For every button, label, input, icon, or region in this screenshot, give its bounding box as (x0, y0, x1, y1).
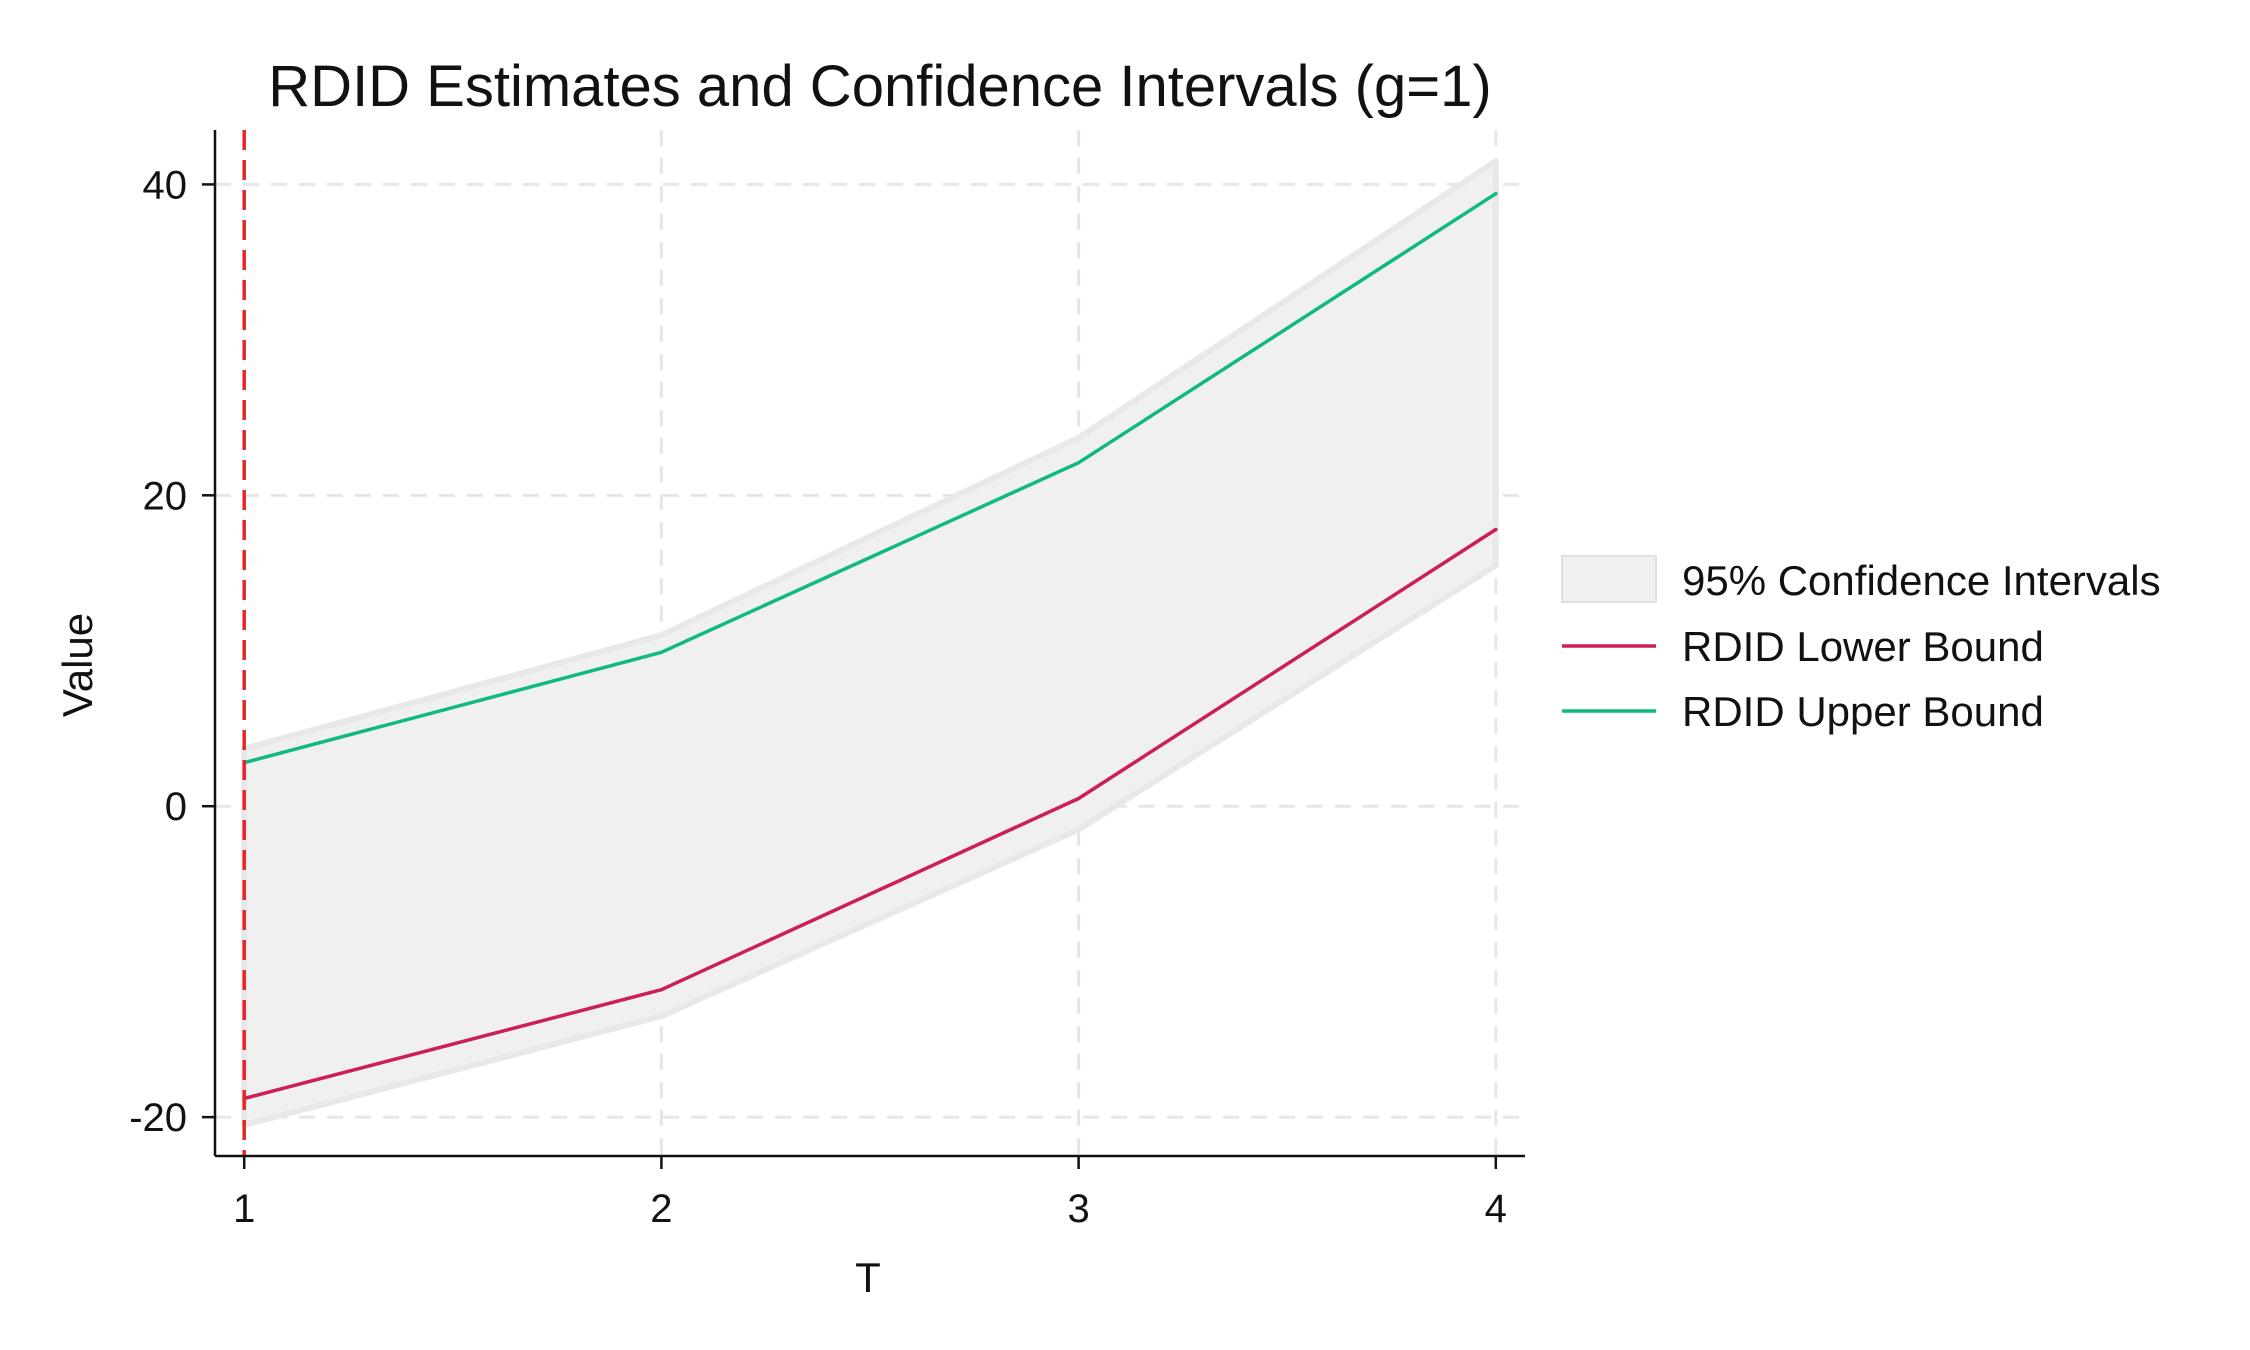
legend-label-band: 95% Confidence Intervals (1682, 557, 2161, 604)
data-point (1493, 527, 1498, 532)
y-tick-label: 20 (143, 474, 188, 518)
tick-labels: -20 0 20 40 1 2 3 4 (129, 163, 1507, 1231)
legend-label-lower: RDID Lower Bound (1682, 623, 2044, 670)
legend-label-upper: RDID Upper Bound (1682, 688, 2044, 735)
x-tick-label: 1 (233, 1187, 255, 1231)
y-axis-label: Value (54, 613, 101, 717)
y-tick-label: 40 (143, 163, 188, 207)
data-point (659, 987, 664, 992)
y-tick-label: -20 (129, 1096, 187, 1140)
data-point (1076, 460, 1081, 465)
data-point (659, 650, 664, 655)
legend-swatch-band (1561, 555, 1657, 603)
legend: 95% Confidence Intervals RDID Lower Boun… (1561, 555, 2161, 735)
y-tick-label: 0 (165, 785, 187, 829)
series-line-lower-bound (243, 528, 1497, 1101)
data-point (1076, 796, 1081, 801)
x-axis-label: T (855, 1254, 881, 1301)
x-tick-label: 4 (1485, 1187, 1507, 1231)
confidence-interval-band (241, 158, 1499, 1128)
chart-title: RDID Estimates and Confidence Intervals … (268, 54, 1491, 119)
data-point (1493, 191, 1498, 196)
axes (213, 130, 1525, 1158)
x-tick-label: 3 (1067, 1187, 1089, 1231)
x-tick-label: 2 (650, 1187, 672, 1231)
series-line-upper-bound (243, 192, 1497, 765)
